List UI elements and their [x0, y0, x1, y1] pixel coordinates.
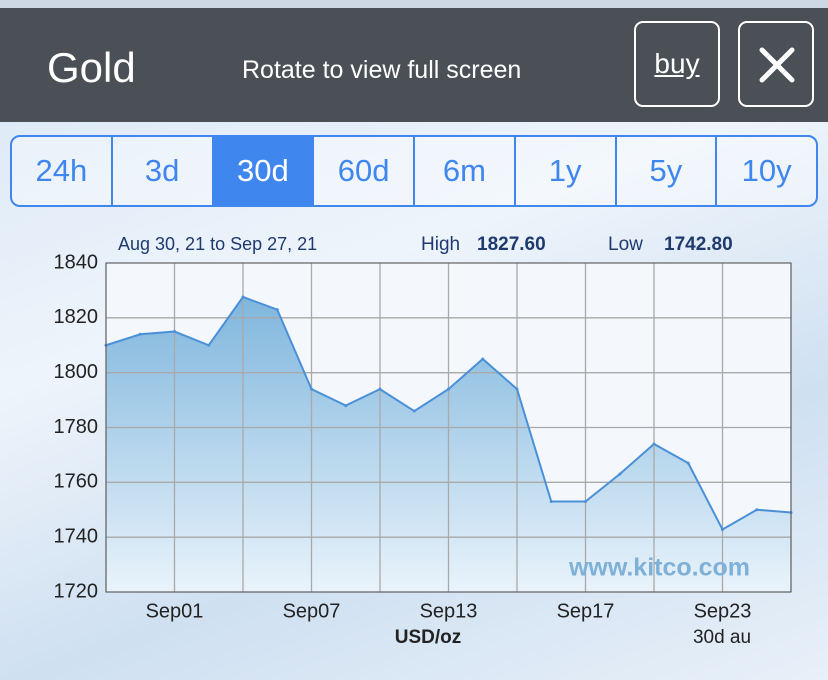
price-point — [344, 404, 348, 408]
high-label: High — [421, 234, 460, 255]
price-point — [618, 472, 622, 476]
y-tick-label: 1780 — [54, 416, 99, 438]
x-tick-label: Sep17 — [557, 600, 615, 622]
buy-button[interactable]: buy — [634, 21, 720, 107]
low-value: 1742.80 — [664, 234, 733, 255]
range-tab[interactable]: 3d — [110, 137, 212, 205]
price-point — [721, 527, 724, 531]
price-point — [138, 332, 142, 336]
price-point — [447, 387, 450, 391]
header: Gold Rotate to view full screen buy — [0, 8, 828, 122]
range-tab[interactable]: 30d — [211, 137, 313, 205]
footnote: 30d au — [693, 627, 751, 648]
price-point — [173, 330, 176, 334]
date-range: Aug 30, 21 to Sep 27, 21 — [118, 234, 317, 254]
price-point — [686, 461, 690, 465]
close-icon — [759, 47, 795, 83]
range-tab[interactable]: 24h — [35, 153, 88, 188]
status-strip — [0, 0, 828, 8]
range-tab[interactable]: 1y — [513, 137, 615, 205]
price-point — [755, 508, 759, 512]
price-point — [275, 308, 279, 312]
watermark: www.kitco.com — [568, 554, 750, 582]
y-tick-label: 1800 — [54, 361, 99, 383]
y-tick-label: 1820 — [54, 306, 99, 328]
low-label: Low — [608, 234, 643, 255]
price-point — [515, 387, 519, 391]
price-point — [584, 500, 587, 504]
y-tick-label: 1740 — [54, 525, 99, 547]
price-point — [378, 387, 382, 391]
x-tick-label: Sep07 — [283, 600, 341, 622]
y-tick-label: 1840 — [54, 251, 99, 273]
close-button[interactable] — [738, 21, 814, 107]
title: Gold — [47, 44, 136, 91]
rotate-hint: Rotate to view full screen — [242, 56, 522, 84]
range-tab[interactable]: 5y — [614, 137, 716, 205]
range-tab[interactable]: 60d — [312, 137, 413, 205]
y-unit: USD/oz — [395, 627, 462, 648]
price-point — [412, 409, 416, 413]
plot-border — [105, 262, 792, 593]
y-tick-label: 1720 — [54, 580, 99, 602]
price-point — [207, 343, 211, 347]
range-tabs: 24h 3d 30d 60d 6m 1y 5y 10y — [10, 135, 818, 207]
price-point — [652, 442, 656, 446]
range-tab[interactable]: 10y — [715, 137, 816, 205]
price-point — [241, 295, 245, 299]
x-tick-label: Sep13 — [420, 600, 478, 622]
range-tab[interactable]: 6m — [413, 137, 514, 205]
y-tick-label: 1760 — [54, 471, 99, 493]
price-point — [310, 387, 313, 391]
price-point — [549, 500, 553, 504]
x-tick-label: Sep23 — [694, 600, 752, 622]
price-point — [481, 357, 485, 361]
x-tick-label: Sep01 — [146, 600, 204, 622]
high-value: 1827.60 — [477, 234, 546, 255]
